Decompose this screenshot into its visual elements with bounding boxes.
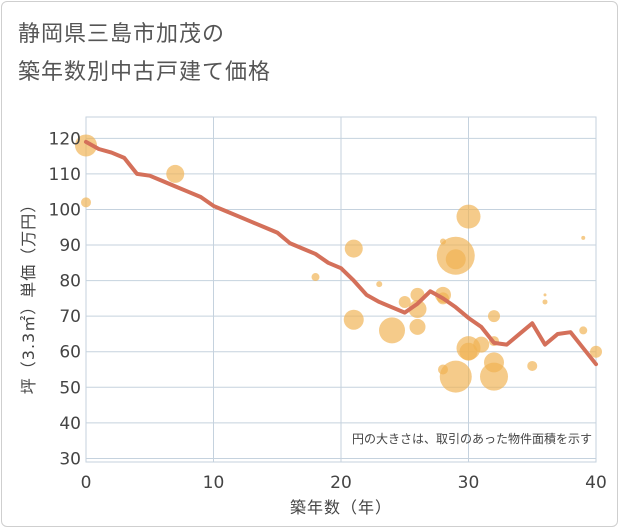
x-axis-ticks: 0 10 20 30 40 — [81, 473, 607, 493]
bubble-point[interactable] — [409, 318, 426, 335]
bubble-point[interactable] — [527, 360, 538, 371]
y-tick-label: 70 — [59, 307, 81, 327]
bubble-point[interactable] — [343, 309, 364, 330]
bubble-point[interactable] — [480, 362, 508, 391]
x-tick-label: 40 — [585, 473, 607, 493]
x-tick-label: 0 — [81, 473, 92, 493]
bubble-point[interactable] — [473, 336, 490, 353]
y-tick-label: 120 — [49, 129, 81, 149]
size-annotation: 円の大きさは、取引のあった物件面積を示す — [352, 431, 592, 446]
chart-title-line1: 静岡県三島市加茂の — [18, 22, 226, 47]
trend-line-series — [84, 139, 598, 367]
bubble-point[interactable] — [488, 310, 500, 323]
y-tick-label: 110 — [49, 165, 81, 185]
bubble-point[interactable] — [311, 273, 320, 282]
bubble-point[interactable] — [81, 197, 91, 208]
bubble-point[interactable] — [398, 295, 411, 308]
x-tick-label: 30 — [458, 473, 480, 493]
y-tick-label: 60 — [59, 343, 81, 363]
bubble-point[interactable] — [439, 360, 472, 393]
x-tick-label: 20 — [330, 473, 352, 493]
trend-line — [84, 139, 598, 367]
y-axis-label: 坪（3.3㎡）単価（万円） — [19, 196, 38, 394]
x-tick-label: 10 — [203, 473, 225, 493]
bubble-point[interactable] — [445, 249, 466, 270]
bubble-series — [75, 134, 602, 393]
bubble-point[interactable] — [376, 281, 383, 288]
chart-title-line2: 築年数別中古戸建て価格 — [18, 60, 272, 85]
bubble-point[interactable] — [543, 293, 547, 297]
bubble-point[interactable] — [379, 317, 405, 344]
y-tick-label: 80 — [59, 272, 81, 292]
y-axis-ticks: 30 40 50 60 70 80 90 100 110 120 — [49, 129, 81, 469]
y-tick-label: 90 — [59, 236, 81, 256]
y-tick-label: 30 — [59, 449, 81, 469]
bubble-point[interactable] — [75, 134, 97, 157]
grid-lines — [85, 116, 597, 463]
y-tick-label: 40 — [59, 414, 81, 434]
bubble-point[interactable] — [579, 326, 588, 335]
y-tick-label: 50 — [59, 378, 81, 398]
bubble-point[interactable] — [590, 345, 602, 358]
bubble-point[interactable] — [166, 164, 185, 183]
y-tick-label: 100 — [49, 200, 81, 220]
bubble-point[interactable] — [542, 299, 548, 305]
bubble-point[interactable] — [459, 342, 478, 361]
bubble-point[interactable] — [344, 239, 363, 258]
bubble-point[interactable] — [581, 235, 586, 240]
x-axis-label: 築年数（年） — [290, 498, 392, 517]
bubble-point[interactable] — [456, 204, 481, 229]
